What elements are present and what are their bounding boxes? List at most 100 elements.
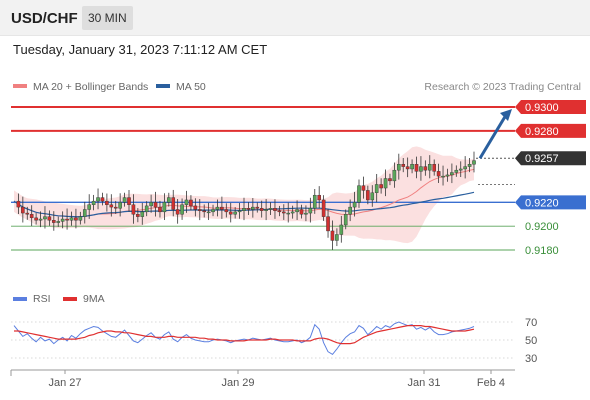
rsi-panel: RSI 9MA 70 50 30 <box>11 293 537 365</box>
candle-body-95 <box>432 163 436 172</box>
candle-body-14 <box>74 217 78 221</box>
candle-body-54 <box>251 206 255 210</box>
candle-body-87 <box>397 163 401 171</box>
candle-body-85 <box>388 178 392 182</box>
candle-body-71 <box>326 216 330 232</box>
candle-body-53 <box>246 208 251 210</box>
candle-body-27 <box>131 204 136 215</box>
candle-body-15 <box>78 216 83 221</box>
candle-body-82 <box>374 184 379 193</box>
currency-pair-title: USD/CHF <box>11 10 78 27</box>
candle-body-8 <box>47 216 52 221</box>
candle-body-96 <box>436 171 441 177</box>
rsi-line <box>13 321 475 356</box>
candle-body-104 <box>472 160 476 165</box>
candle-body-52 <box>242 208 246 211</box>
rsi-tick-0: 70 <box>525 317 537 329</box>
candle-body-55 <box>255 206 260 209</box>
chart-header: USD/CHF 30 MIN <box>0 0 590 36</box>
candle-body-3 <box>25 212 30 215</box>
candle-body-37 <box>175 209 180 215</box>
candle-body-23 <box>113 206 118 209</box>
candle-body-49 <box>228 211 233 215</box>
candle-body-32 <box>153 202 158 208</box>
level-labels: 0.9300 0.9280 0.9257 0.9220 0.9200 0.9180 <box>515 100 586 257</box>
time-tick-label-0: Jan 27 <box>48 377 81 389</box>
rsi-ma-line <box>14 325 475 345</box>
candle-body-35 <box>167 197 171 203</box>
candle-body-2 <box>21 206 25 214</box>
candle-body-100 <box>454 169 459 173</box>
candle-body-17 <box>87 204 91 210</box>
candle-body-94 <box>427 163 432 171</box>
candle-body-18 <box>91 200 96 205</box>
candle-body-84 <box>383 178 388 189</box>
time-tick-label-3: Feb 4 <box>477 377 505 389</box>
candle-body-43 <box>202 210 206 213</box>
candle-body-63 <box>290 211 295 214</box>
candle-body-72 <box>330 230 335 241</box>
candle-body-68 <box>312 194 317 209</box>
legend-swatch-1 <box>156 84 170 88</box>
candle-body-1 <box>16 200 21 208</box>
candle-body-70 <box>321 199 326 217</box>
legend-label-1: MA 50 <box>176 81 206 93</box>
rsi-tick-2: 30 <box>525 353 537 365</box>
time-tick-label-1: Jan 29 <box>221 377 254 389</box>
timeframe-badge[interactable]: 30 MIN <box>82 6 133 30</box>
rsi-tick-1: 50 <box>525 335 537 347</box>
time-axis: Jan 27 Jan 29 Jan 31 Feb 4 <box>10 369 515 389</box>
candle-body-12 <box>65 218 69 221</box>
candle-body-56 <box>259 208 264 211</box>
candle-body-9 <box>52 220 56 223</box>
candle-body-69 <box>317 194 321 201</box>
candle-body-33 <box>158 206 162 213</box>
candle-body-62 <box>286 212 291 215</box>
candle-body-29 <box>140 211 145 217</box>
rsi-legend-label-0: RSI <box>33 293 51 305</box>
candle-body-40 <box>189 199 193 207</box>
candle-body-31 <box>149 202 153 207</box>
level-tag-0 <box>515 100 586 114</box>
candle-body-30 <box>144 205 149 213</box>
candle-body-21 <box>105 200 109 205</box>
level-label-3: 0.9220 <box>525 197 559 209</box>
candle-body-98 <box>445 174 450 177</box>
candle-body-99 <box>450 172 454 176</box>
candle-body-88 <box>401 163 406 167</box>
candle-body-81 <box>370 192 375 201</box>
candle-body-46 <box>215 206 220 210</box>
candle-body-60 <box>277 210 282 213</box>
candle-body-42 <box>197 209 202 211</box>
candle-body-25 <box>122 197 127 203</box>
candle-body-5 <box>34 217 38 221</box>
candle-body-16 <box>82 209 87 217</box>
candle-body-103 <box>467 163 472 167</box>
candle-body-39 <box>184 199 189 205</box>
level-label-2: 0.9257 <box>525 153 559 165</box>
level-label-5: 0.9180 <box>525 245 559 257</box>
bollinger-band-area <box>14 146 474 244</box>
candle-body-10 <box>56 221 61 223</box>
candle-body-80 <box>366 190 370 201</box>
candle-body-11 <box>60 218 65 222</box>
rsi-legend-swatch-1 <box>63 297 77 301</box>
candle-body-93 <box>423 166 428 171</box>
candlesticks <box>16 151 476 250</box>
candle-body-91 <box>414 163 419 172</box>
legend-label-0: MA 20 + Bollinger Bands <box>33 81 148 93</box>
candle-body-48 <box>224 209 229 213</box>
candle-body-4 <box>29 214 34 219</box>
candle-body-86 <box>392 169 397 182</box>
candle-body-47 <box>220 206 224 210</box>
level-tag-2 <box>515 151 586 166</box>
candle-body-6 <box>38 218 43 221</box>
candle-body-61 <box>282 211 286 214</box>
level-tag-3 <box>515 195 586 210</box>
candle-body-76 <box>348 206 352 215</box>
candle-body-83 <box>379 184 383 189</box>
level-tag-1 <box>515 123 586 138</box>
candle-body-102 <box>463 166 467 170</box>
candle-body-79 <box>361 185 366 191</box>
candle-body-41 <box>193 205 198 210</box>
